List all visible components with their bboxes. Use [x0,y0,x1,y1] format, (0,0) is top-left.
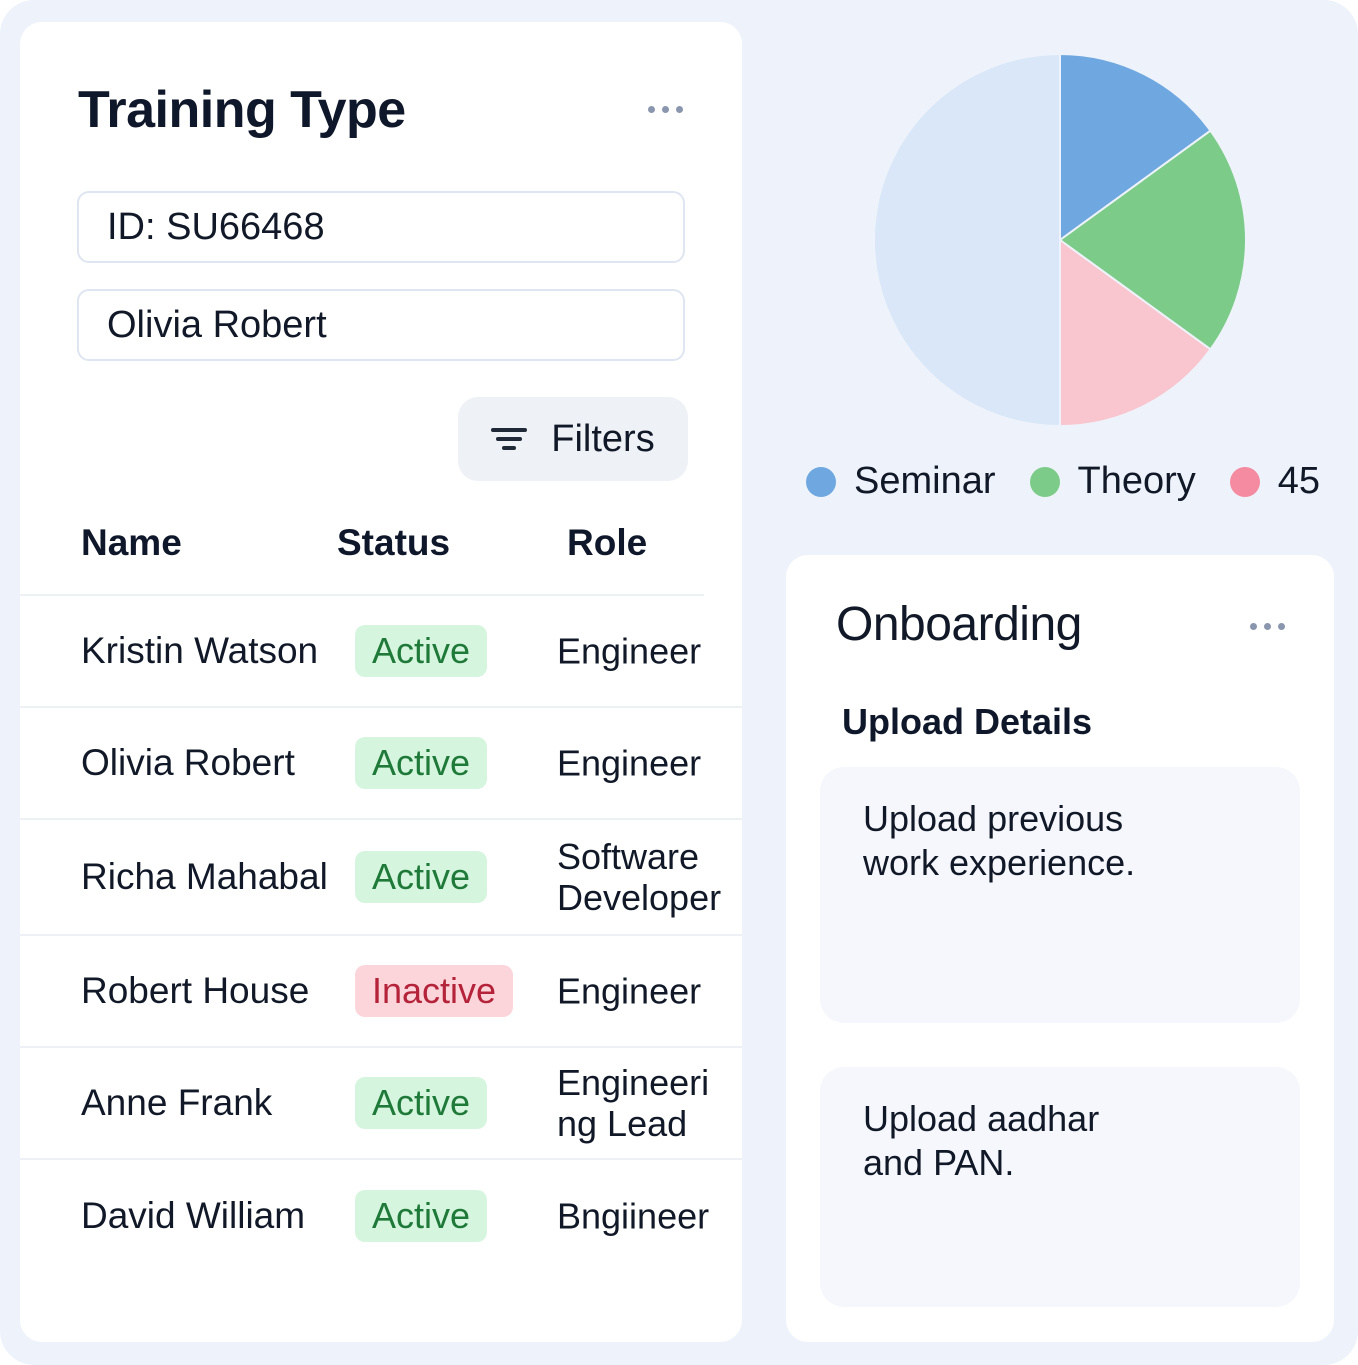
status-badge: Active [355,851,488,903]
table-row[interactable]: David William Active Bngiineer [20,1160,742,1272]
row-name: Robert House [81,970,310,1011]
upload-task-card[interactable]: Upload aadhar and PAN. [820,1067,1300,1307]
table-row[interactable]: Olivia Robert Active Engineer [20,708,742,818]
row-role: Engineer [557,742,702,784]
filter-icon [491,428,528,450]
legend-dot [1229,466,1260,497]
upload-task-text: Upload previous work experience. [863,798,1136,883]
training-type-card: Training Type Filters Name Status Role K… [20,22,742,1342]
legend-label: Seminar [854,460,996,502]
filters-button[interactable]: Filters [458,397,688,481]
dot-icon [662,106,669,113]
row-name: Kristin Watson [81,630,319,671]
row-name: David William [81,1195,306,1236]
column-header-name[interactable]: Name [81,522,182,563]
more-options-icon[interactable] [1244,617,1291,636]
dot-icon [1278,623,1285,630]
column-header-role[interactable]: Role [567,522,648,563]
row-name: Olivia Robert [81,742,295,783]
row-divider [20,1158,742,1160]
legend-item-45[interactable]: 45 [1229,460,1321,503]
header-divider [20,594,704,596]
chart-legend: Seminar Theory 45 [806,460,1320,503]
upload-task-card[interactable]: Upload previous work experience. [820,767,1300,1023]
status-badge: Active [355,1190,488,1242]
pie-chart-svg [873,52,1247,428]
status-badge: Inactive [355,965,514,1017]
row-role: Engineering Lead [557,1062,710,1144]
filters-label: Filters [551,417,655,460]
table-row[interactable]: Robert House Inactive Engineer [20,936,742,1046]
legend-label: 45 [1277,460,1321,502]
legend-item-seminar[interactable]: Seminar [806,460,996,503]
column-header-status[interactable]: Status [337,522,451,563]
legend-label: Theory [1077,460,1196,502]
legend-dot [1029,466,1060,497]
onboarding-card: Onboarding Upload Details Upload previou… [786,555,1334,1342]
row-divider [20,706,742,708]
row-name: Anne Frank [81,1082,273,1123]
row-role: Bngiineer [557,1195,710,1237]
status-badge: Active [355,737,488,789]
dot-icon [1250,623,1257,630]
legend-dot [806,466,836,497]
row-role: Software Developer [557,836,722,918]
table-row[interactable]: Richa Mahabal Active Software Developer [20,820,742,934]
pie-slice-remaining[interactable] [873,52,1061,428]
more-options-icon[interactable] [642,100,689,119]
legend-item-theory[interactable]: Theory [1029,460,1196,503]
training-type-pie-chart [872,52,1248,428]
row-role: Engineer [557,970,702,1012]
onboarding-title: Onboarding [836,598,1082,651]
row-divider [20,818,742,820]
status-badge: Active [355,1077,488,1129]
pie-slice-45[interactable] [1059,238,1212,428]
dot-icon [648,106,655,113]
name-input[interactable] [77,289,685,361]
dot-icon [1264,623,1271,630]
pie-slice-theory[interactable] [1058,129,1247,351]
status-badge: Active [355,625,488,677]
dot-icon [676,106,683,113]
pie-slice-seminar[interactable] [1059,52,1212,242]
upload-details-heading: Upload Details [842,701,1093,742]
id-input[interactable] [77,191,685,263]
row-role: Engineer [557,630,702,672]
row-divider [20,1046,742,1048]
table-row[interactable]: Anne Frank Active Engineering Lead [20,1048,742,1158]
training-type-title: Training Type [78,81,406,139]
upload-task-text: Upload aadhar and PAN. [863,1098,1100,1183]
row-name: Richa Mahabal [81,856,328,897]
row-divider [20,934,742,936]
table-row[interactable]: Kristin Watson Active Engineer [20,596,742,706]
